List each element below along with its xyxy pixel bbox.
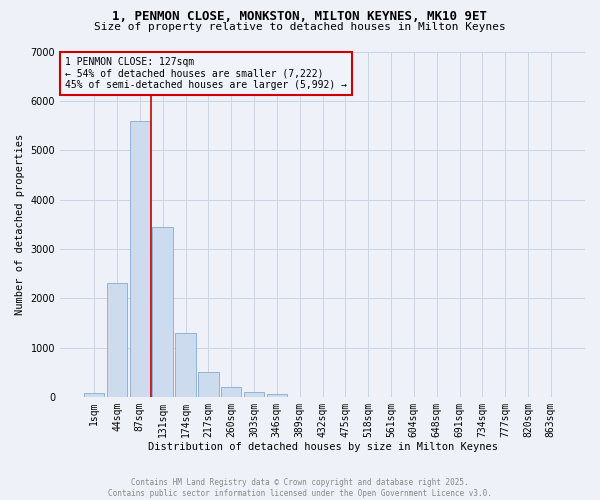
Text: 1, PENMON CLOSE, MONKSTON, MILTON KEYNES, MK10 9ET: 1, PENMON CLOSE, MONKSTON, MILTON KEYNES… bbox=[113, 10, 487, 23]
Text: Size of property relative to detached houses in Milton Keynes: Size of property relative to detached ho… bbox=[94, 22, 506, 32]
Bar bbox=[198, 372, 218, 397]
Bar bbox=[244, 392, 264, 397]
Text: Contains HM Land Registry data © Crown copyright and database right 2025.
Contai: Contains HM Land Registry data © Crown c… bbox=[108, 478, 492, 498]
Bar bbox=[266, 394, 287, 397]
Bar bbox=[84, 393, 104, 397]
Bar bbox=[152, 226, 173, 397]
Y-axis label: Number of detached properties: Number of detached properties bbox=[15, 134, 25, 315]
Bar bbox=[175, 332, 196, 397]
Text: 1 PENMON CLOSE: 127sqm
← 54% of detached houses are smaller (7,222)
45% of semi-: 1 PENMON CLOSE: 127sqm ← 54% of detached… bbox=[65, 56, 347, 90]
Bar bbox=[107, 284, 127, 397]
Bar bbox=[221, 387, 241, 397]
Bar bbox=[130, 120, 150, 397]
X-axis label: Distribution of detached houses by size in Milton Keynes: Distribution of detached houses by size … bbox=[148, 442, 497, 452]
